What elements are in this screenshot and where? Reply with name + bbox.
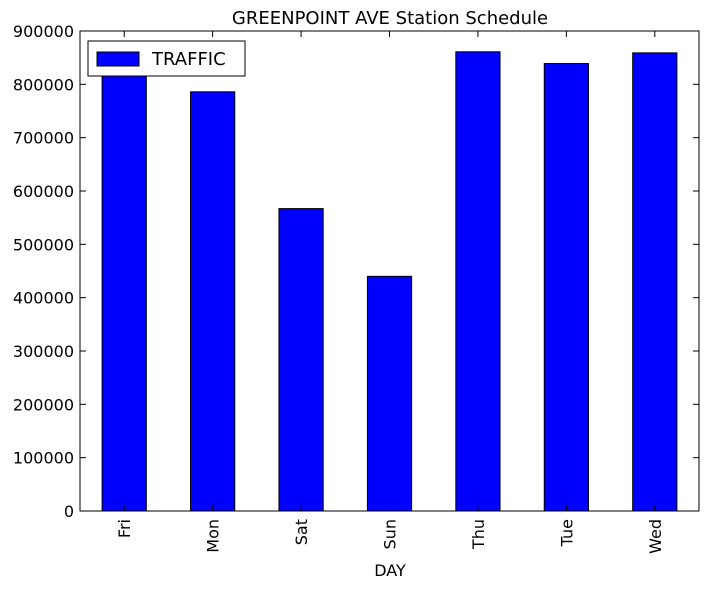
bar-tue — [543, 63, 589, 512]
y-axis: 0 100000 200000 300000 400000 500000 600000 700… — [13, 22, 699, 521]
y-tick-label: 400000 — [13, 289, 74, 308]
y-tick-label: 300000 — [13, 342, 74, 361]
y-tick-label: 200000 — [13, 395, 74, 414]
bar-sun — [366, 275, 413, 512]
bar-mon — [190, 91, 236, 512]
bar-fri — [101, 72, 147, 512]
x-tick-label: Mon — [204, 519, 223, 553]
x-tick-label: Tue — [557, 519, 576, 547]
legend-label: TRAFFIC — [151, 49, 226, 70]
y-tick-label: 100000 — [13, 449, 74, 468]
bar-wed — [632, 52, 678, 512]
legend: TRAFFIC — [87, 40, 246, 77]
plot-frame — [79, 30, 700, 512]
x-tick-label: Sat — [292, 519, 311, 545]
x-tick-label: Sun — [381, 519, 400, 549]
y-tick-label: 700000 — [13, 129, 74, 148]
y-tick-label: 900000 — [13, 22, 74, 41]
chart-title: GREENPOINT AVE Station Schedule — [232, 8, 548, 29]
x-axis: Fri Mon Sat Sun Thu Tue Wed — [115, 31, 665, 554]
y-tick-label: 0 — [64, 502, 74, 521]
x-axis-label: DAY — [374, 561, 406, 580]
x-tick-label: Wed — [646, 519, 665, 554]
y-tick-label: 800000 — [13, 75, 74, 94]
y-tick-label: 500000 — [13, 235, 74, 254]
legend-swatch — [96, 51, 140, 67]
y-tick-label: 600000 — [13, 182, 74, 201]
bar-thu — [455, 51, 501, 512]
x-tick-label: Fri — [115, 519, 134, 538]
x-tick-label: Thu — [469, 519, 488, 550]
bars-layer — [101, 51, 678, 512]
bar-sat — [278, 208, 324, 512]
